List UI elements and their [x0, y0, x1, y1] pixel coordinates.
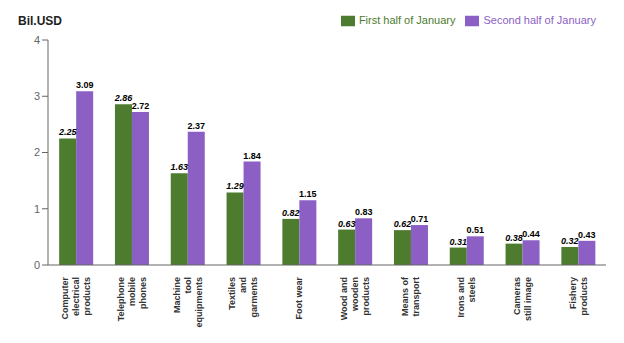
svg-text:Machinetoolequipments: Machinetoolequipments: [172, 277, 204, 328]
svg-text:0.71: 0.71: [411, 214, 429, 224]
svg-text:2.37: 2.37: [187, 121, 205, 131]
svg-text:0.63: 0.63: [338, 219, 356, 229]
svg-text:2.86: 2.86: [114, 93, 134, 103]
svg-text:0.32: 0.32: [561, 236, 579, 246]
svg-text:Irons andsteels: Irons andsteels: [456, 277, 477, 318]
svg-text:Wood andwoodenproducts: Wood andwoodenproducts: [339, 277, 371, 320]
svg-text:4: 4: [34, 34, 40, 46]
svg-text:0.44: 0.44: [522, 229, 540, 239]
svg-text:1.84: 1.84: [243, 151, 261, 161]
svg-text:Computerelectricalproducts: Computerelectricalproducts: [60, 277, 92, 320]
svg-text:0.38: 0.38: [505, 233, 523, 243]
svg-text:Fisheryproducts: Fisheryproducts: [568, 277, 589, 316]
svg-text:1.63: 1.63: [170, 162, 188, 172]
svg-text:Foot wear: Foot wear: [294, 277, 304, 320]
svg-text:Telephonemobilephones: Telephonemobilephones: [116, 277, 148, 321]
html-text:Second half of January: Second half of January: [483, 14, 596, 26]
svg-text:2.25: 2.25: [58, 127, 78, 137]
svg-text:0.62: 0.62: [394, 219, 412, 229]
svg-text:0.31: 0.31: [449, 237, 467, 247]
html-text:First half of January: First half of January: [358, 14, 456, 26]
svg-text:3.09: 3.09: [76, 80, 94, 90]
svg-text:0.82: 0.82: [282, 208, 300, 218]
svg-text:3: 3: [34, 90, 40, 102]
svg-text:2.72: 2.72: [132, 101, 150, 111]
svg-text:1.15: 1.15: [299, 189, 317, 199]
svg-text:0: 0: [34, 259, 40, 271]
svg-text:Means oftransport: Means oftransport: [400, 276, 421, 317]
svg-text:Camerasstill image: Camerasstill image: [512, 277, 533, 321]
svg-text:Textilesandgarments: Textilesandgarments: [227, 277, 259, 318]
html-text:Bil.USD: Bil.USD: [18, 14, 62, 28]
svg-text:0.43: 0.43: [578, 230, 596, 240]
svg-text:0.51: 0.51: [466, 225, 484, 235]
svg-text:1: 1: [34, 203, 40, 215]
svg-text:1.29: 1.29: [226, 181, 244, 191]
svg-text:0.83: 0.83: [355, 207, 373, 217]
svg-text:2: 2: [34, 146, 40, 158]
